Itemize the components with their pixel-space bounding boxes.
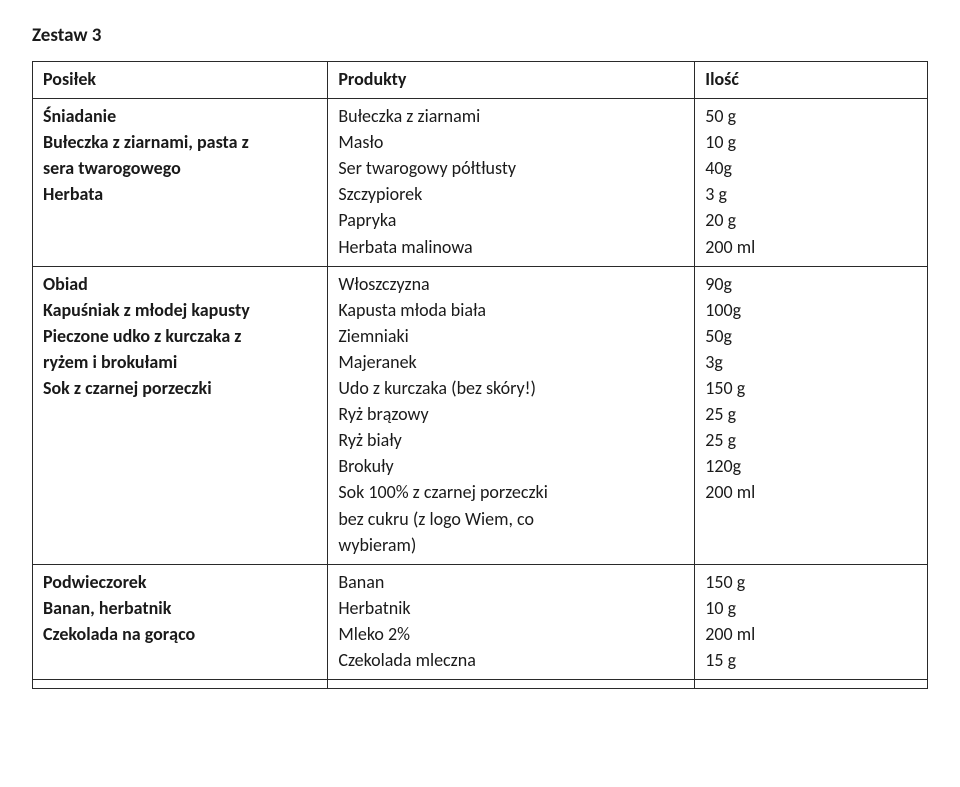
product-line: bez cukru (z logo Wiem, co: [338, 506, 684, 532]
page-title: Zestaw 3: [32, 24, 928, 47]
product-line: Ziemniaki: [338, 323, 684, 349]
menu-table: Posiłek Produkty Ilość Śniadanie Bułeczk…: [32, 61, 928, 689]
table-empty-row: [33, 680, 928, 689]
product-line: Ryż brązowy: [338, 401, 684, 427]
product-line: Herbata malinowa: [338, 234, 684, 260]
products-cell: Włoszczyzna Kapusta młoda biała Ziemniak…: [328, 266, 695, 564]
amount-line: 120g: [705, 453, 917, 479]
meal-line: Sok z czarnej porzeczki: [43, 375, 317, 401]
table-header-row: Posiłek Produkty Ilość: [33, 62, 928, 99]
amount-line: 200 ml: [705, 621, 917, 647]
amount-line: 150 g: [705, 375, 917, 401]
empty-cell: [33, 680, 328, 689]
amount-line: 100g: [705, 297, 917, 323]
product-line: Włoszczyzna: [338, 271, 684, 297]
product-line: Ryż biały: [338, 427, 684, 453]
meal-line: Bułeczka z ziarnami, pasta z: [43, 129, 317, 155]
amount-line: 15 g: [705, 647, 917, 673]
product-line: Brokuły: [338, 453, 684, 479]
meal-heading: Podwieczorek: [43, 569, 317, 595]
table-row: Podwieczorek Banan, herbatnik Czekolada …: [33, 564, 928, 679]
products-cell: Bułeczka z ziarnami Masło Ser twarogowy …: [328, 99, 695, 267]
col-header-products: Produkty: [328, 62, 695, 99]
meal-cell-sniadanie: Śniadanie Bułeczka z ziarnami, pasta z s…: [33, 99, 328, 267]
meal-line: Kapuśniak z młodej kapusty: [43, 297, 317, 323]
products-cell: Banan Herbatnik Mleko 2% Czekolada mlecz…: [328, 564, 695, 679]
amount-line: 10 g: [705, 595, 917, 621]
product-line: Herbatnik: [338, 595, 684, 621]
meal-cell-obiad: Obiad Kapuśniak z młodej kapusty Pieczon…: [33, 266, 328, 564]
meal-cell-podwieczorek: Podwieczorek Banan, herbatnik Czekolada …: [33, 564, 328, 679]
amounts-cell: 50 g 10 g 40g 3 g 20 g 200 ml: [695, 99, 928, 267]
amount-line: 25 g: [705, 427, 917, 453]
amount-line: 50 g: [705, 103, 917, 129]
product-line: Czekolada mleczna: [338, 647, 684, 673]
product-line: Sok 100% z czarnej porzeczki: [338, 479, 684, 505]
meal-line: sera twarogowego: [43, 155, 317, 181]
meal-heading: Obiad: [43, 271, 317, 297]
amount-line: 3g: [705, 349, 917, 375]
col-header-meal: Posiłek: [33, 62, 328, 99]
amount-line: 50g: [705, 323, 917, 349]
amount-line: 90g: [705, 271, 917, 297]
product-line: Mleko 2%: [338, 621, 684, 647]
empty-cell: [328, 680, 695, 689]
meal-line: Banan, herbatnik: [43, 595, 317, 621]
product-line: Bułeczka z ziarnami: [338, 103, 684, 129]
product-line: Banan: [338, 569, 684, 595]
col-header-amount: Ilość: [695, 62, 928, 99]
meal-line: Pieczone udko z kurczaka z: [43, 323, 317, 349]
amounts-cell: 90g 100g 50g 3g 150 g 25 g 25 g 120g 200…: [695, 266, 928, 564]
meal-line: Herbata: [43, 181, 317, 207]
meal-line: ryżem i brokułami: [43, 349, 317, 375]
table-row: Śniadanie Bułeczka z ziarnami, pasta z s…: [33, 99, 928, 267]
product-line: wybieram): [338, 532, 684, 558]
amounts-cell: 150 g 10 g 200 ml 15 g: [695, 564, 928, 679]
amount-line: 25 g: [705, 401, 917, 427]
amount-line: 200 ml: [705, 479, 917, 505]
product-line: Szczypiorek: [338, 181, 684, 207]
amount-line: 10 g: [705, 129, 917, 155]
product-line: Ser twarogowy półtłusty: [338, 155, 684, 181]
table-row: Obiad Kapuśniak z młodej kapusty Pieczon…: [33, 266, 928, 564]
amount-line: 3 g: [705, 181, 917, 207]
amount-line: 20 g: [705, 207, 917, 233]
product-line: Papryka: [338, 207, 684, 233]
meal-line: Czekolada na gorąco: [43, 621, 317, 647]
meal-heading: Śniadanie: [43, 103, 317, 129]
empty-cell: [695, 680, 928, 689]
product-line: Kapusta młoda biała: [338, 297, 684, 323]
product-line: Majeranek: [338, 349, 684, 375]
product-line: Udo z kurczaka (bez skóry!): [338, 375, 684, 401]
product-line: Masło: [338, 129, 684, 155]
amount-line: 40g: [705, 155, 917, 181]
amount-line: 150 g: [705, 569, 917, 595]
amount-line: 200 ml: [705, 234, 917, 260]
